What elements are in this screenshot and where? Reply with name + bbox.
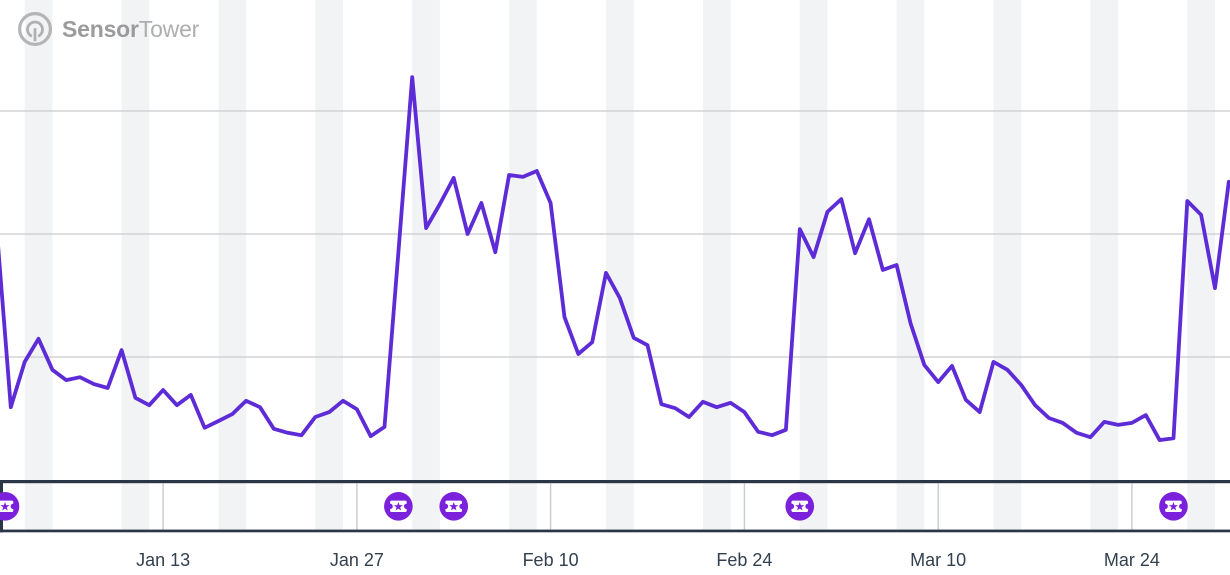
logo-text: SensorTower: [62, 10, 199, 48]
weekend-band: [218, 0, 247, 533]
weekend-band: [702, 0, 731, 533]
weekend-band: [993, 0, 1022, 533]
event-icon-ticket-notch-left: [1162, 503, 1168, 509]
event-icon-ticket-notch-right: [403, 503, 410, 509]
event-icon-star: [449, 502, 459, 511]
weekend-band: [896, 0, 925, 533]
weekend-band: [24, 0, 53, 533]
weekend-band: [799, 0, 828, 533]
weekend-band: [509, 0, 537, 533]
series-line[interactable]: [0, 75, 1230, 443]
weekend-band: [121, 0, 150, 533]
x-axis-label: Feb 10: [523, 550, 579, 570]
x-axis-label: Jan 13: [136, 550, 190, 570]
logo-text-light: Tower: [138, 16, 200, 42]
event-icon-ticket-notch-right: [459, 503, 465, 509]
x-axis-label: Mar 24: [1104, 550, 1160, 570]
featured-event-icon[interactable]: [785, 492, 815, 521]
x-axis-label: Feb 24: [716, 550, 772, 570]
event-icon-star: [0, 502, 10, 511]
x-axis-label: Jan 27: [330, 550, 384, 570]
featured-event-icon[interactable]: [0, 492, 20, 521]
weekend-band: [606, 0, 634, 533]
weekend-band: [412, 0, 440, 533]
logo-text-bold: Sensor: [62, 16, 139, 42]
event-icon-ticket-notch-right: [1179, 503, 1185, 509]
event-icon-ticket-notch-right: [10, 503, 16, 509]
featured-event-icon[interactable]: [1159, 492, 1188, 521]
event-icon-ticket-notch-right: [805, 503, 811, 509]
events-band-bottom-border: [0, 529, 1230, 533]
featured-event-icon[interactable]: [439, 492, 469, 521]
x-axis-label: Mar 10: [910, 550, 966, 570]
event-icon-ticket-notch-left: [788, 503, 795, 509]
event-icon-ticket-notch-left: [442, 503, 449, 509]
events-band-top-border: [0, 480, 1230, 484]
event-icon-star: [393, 502, 403, 511]
featured-event-icon[interactable]: [384, 492, 413, 521]
event-icon-star: [1168, 502, 1178, 511]
sensor-tower-logo-icon: [18, 12, 52, 46]
weekend-band: [1090, 0, 1119, 533]
event-icon-star: [795, 502, 805, 511]
weekend-band: [315, 0, 343, 533]
event-icon-ticket-notch-left: [387, 503, 393, 509]
sensor-tower-logo: SensorTower: [16, 10, 199, 48]
